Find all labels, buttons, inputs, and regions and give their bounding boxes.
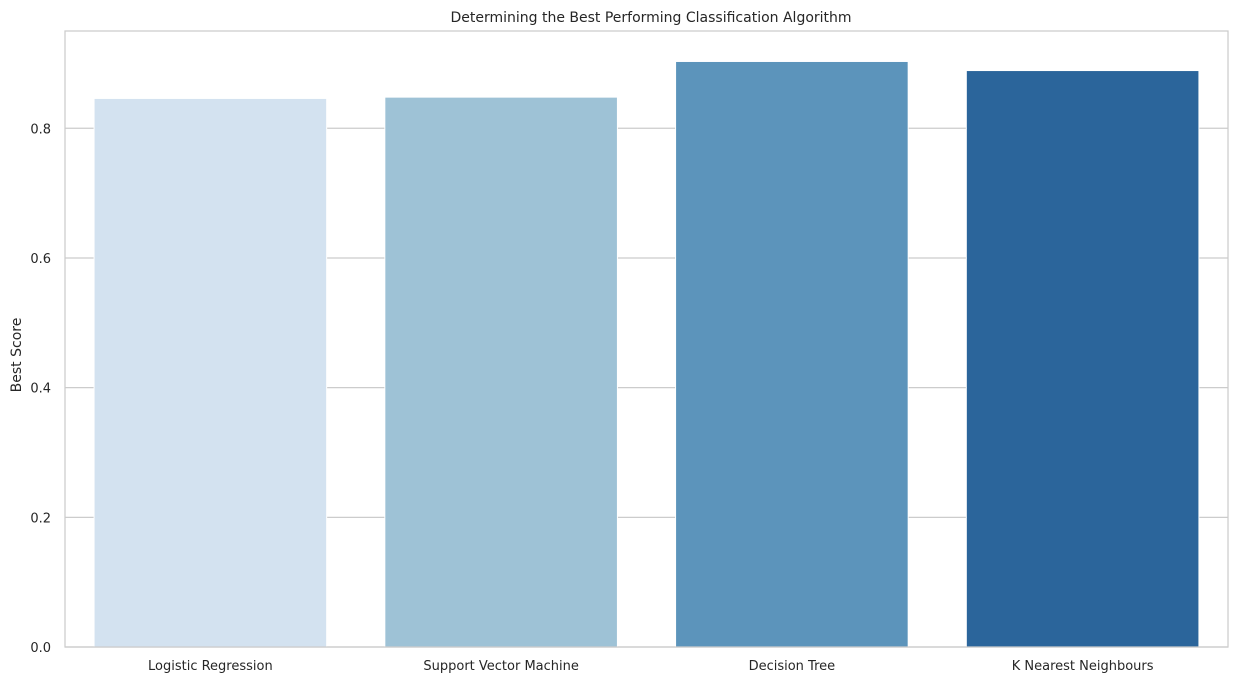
x-tick-label: Logistic Regression [148, 659, 273, 674]
y-tick-labels: 0.0 0.2 0.4 0.6 0.8 [30, 122, 51, 656]
bars [93, 60, 1200, 648]
x-tick-label: K Nearest Neighbours [1012, 659, 1154, 674]
plot-frame [64, 30, 1229, 648]
y-tick-label: 0.8 [30, 122, 51, 137]
x-tick-labels: Logistic Regression Support Vector Machin… [148, 659, 1154, 674]
y-tick-label: 0.2 [30, 511, 51, 526]
y-tick-label: 0.4 [30, 382, 51, 397]
x-tick-label: Decision Tree [749, 659, 836, 674]
bar-decision-tree [675, 60, 909, 648]
bar-support-vector-machine [384, 96, 618, 648]
y-axis-label: Best Score [9, 318, 25, 393]
y-tick-label: 0.0 [30, 641, 51, 656]
bar-k-nearest-neighbours [965, 70, 1200, 648]
bar-logistic-regression [93, 97, 328, 648]
chart-title: Determining the Best Performing Classifi… [450, 10, 851, 26]
y-tick-label: 0.6 [30, 252, 51, 267]
x-tick-label: Support Vector Machine [423, 659, 579, 674]
